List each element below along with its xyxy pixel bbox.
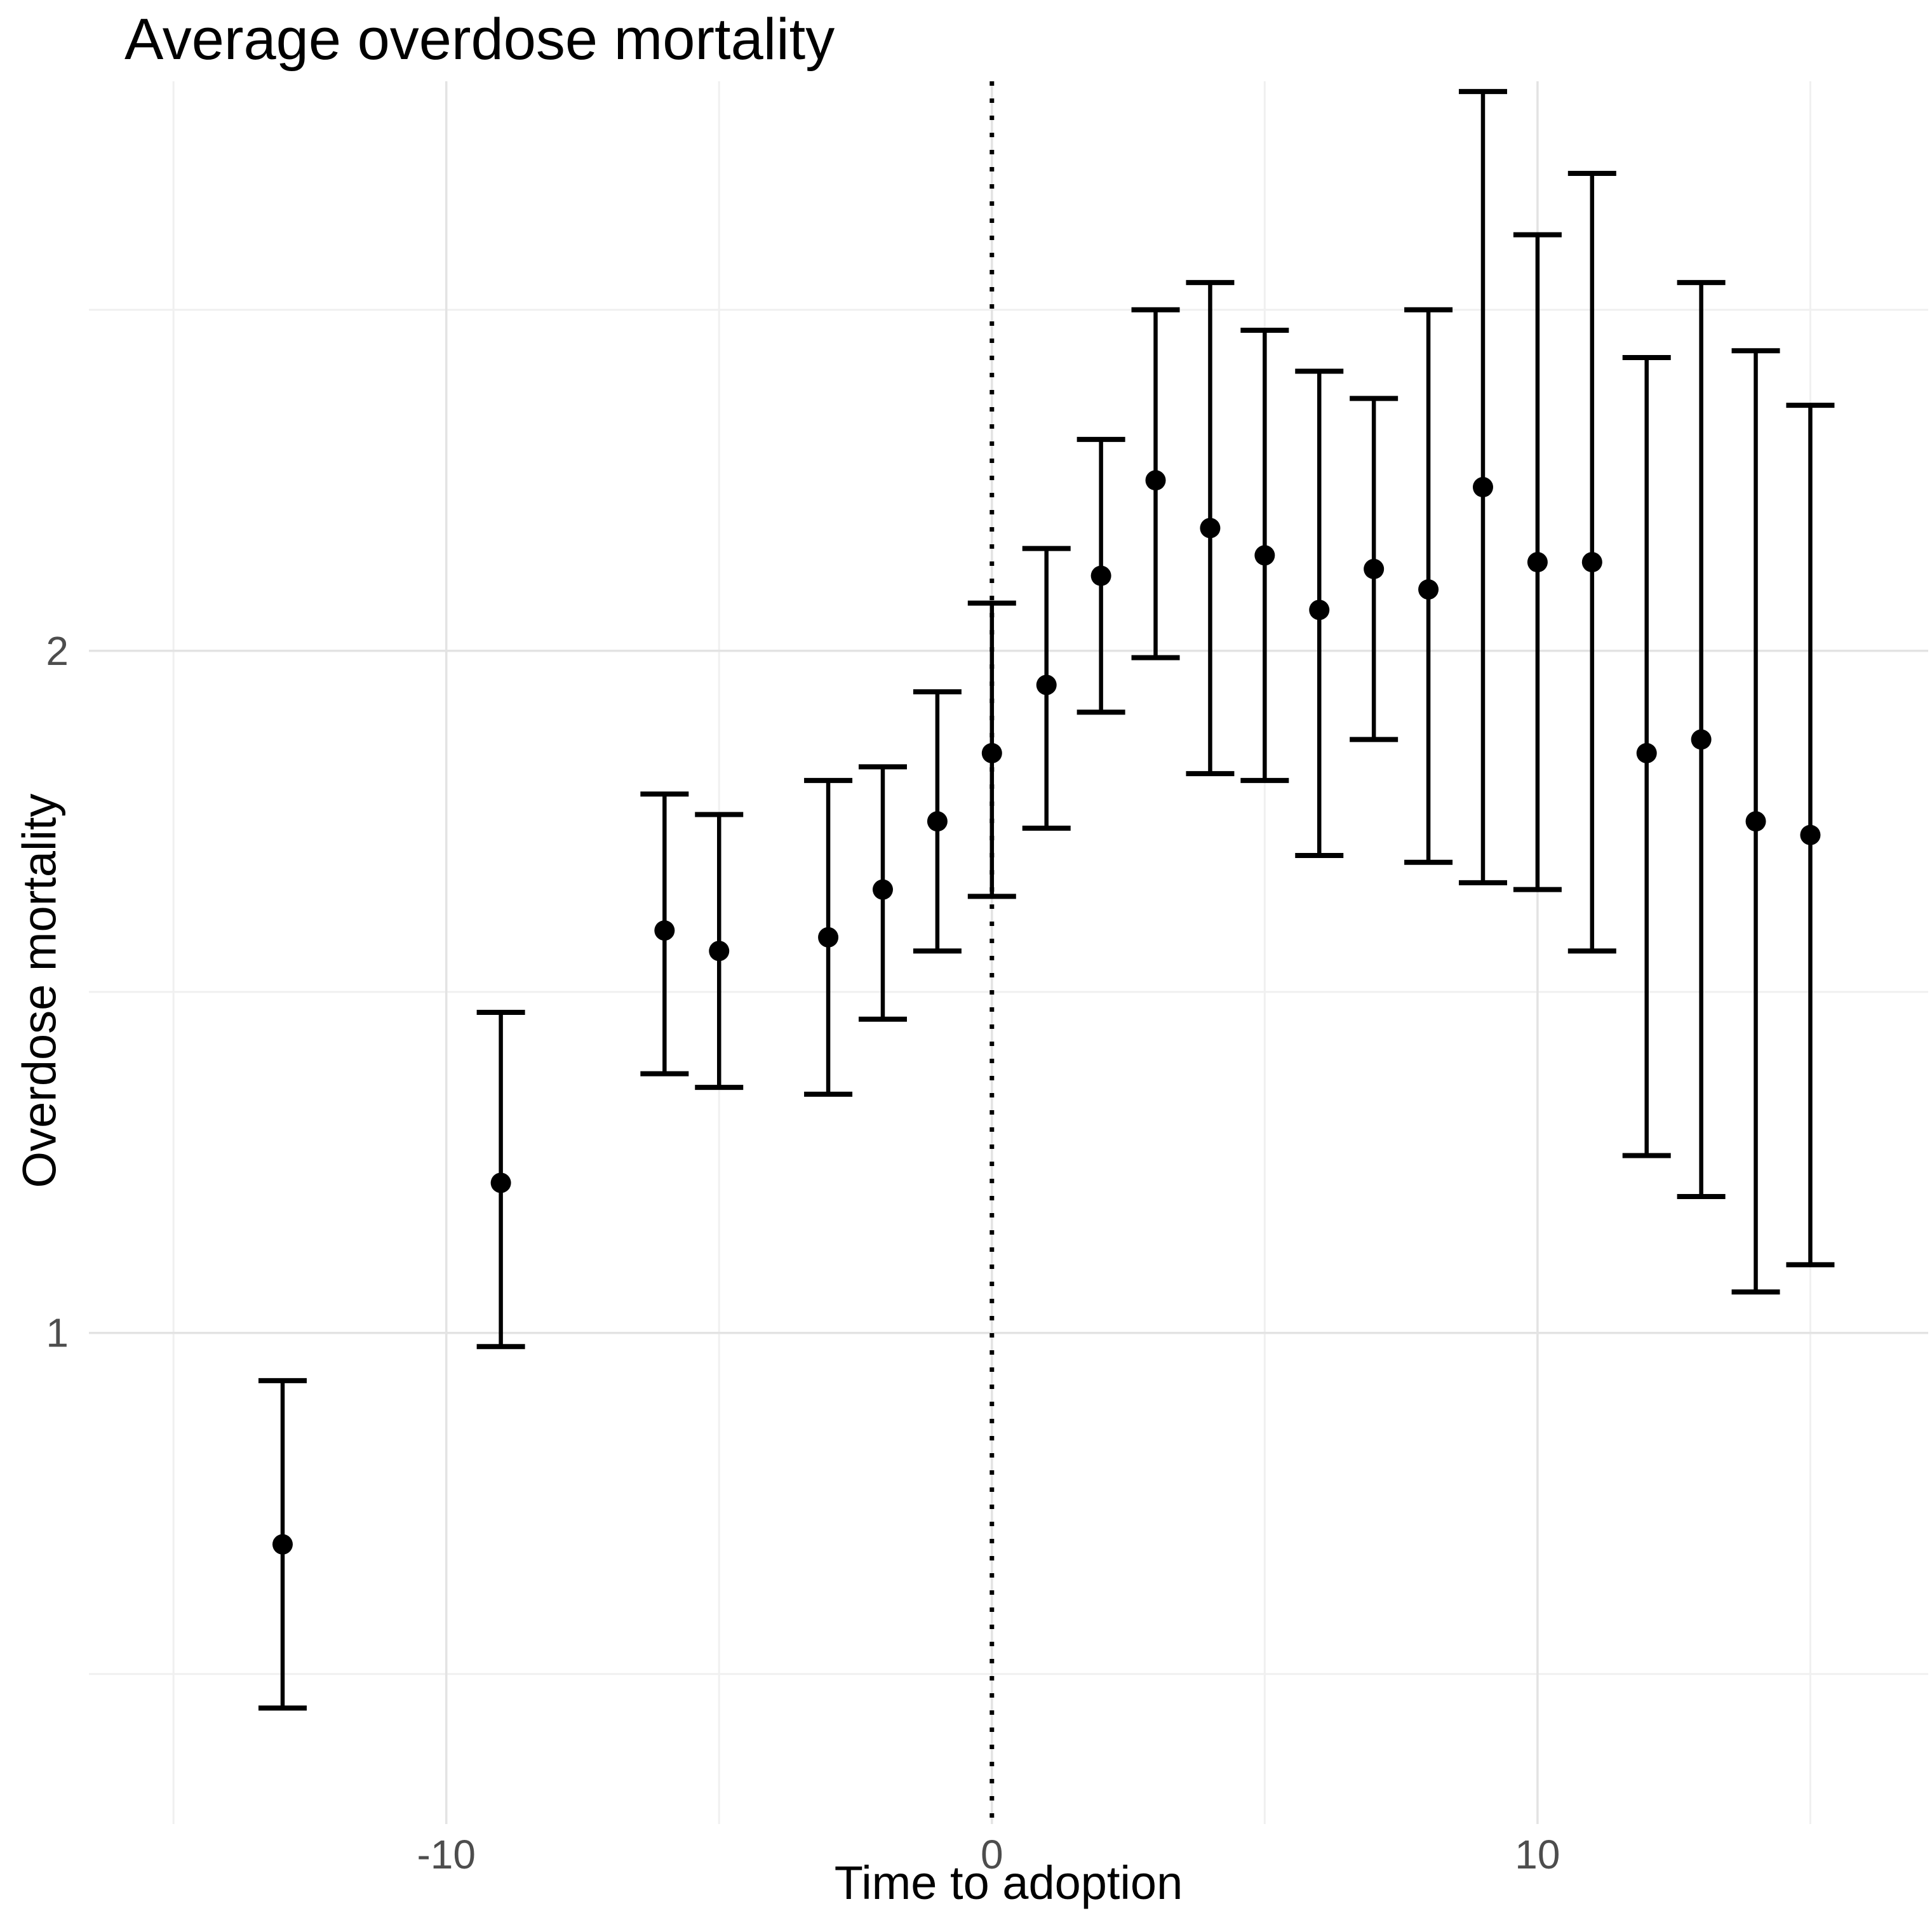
point-dot bbox=[1309, 600, 1330, 621]
gridlines-minor bbox=[89, 81, 1928, 1824]
error-bar bbox=[858, 764, 907, 1022]
error-bar bbox=[1513, 232, 1562, 892]
point-dot bbox=[1036, 674, 1057, 695]
point-dot bbox=[1581, 552, 1602, 573]
error-bars bbox=[258, 89, 1835, 1711]
y-axis-tick-label: 2 bbox=[46, 628, 69, 674]
error-bar bbox=[1622, 354, 1671, 1158]
x-axis-tick-label: 10 bbox=[1515, 1832, 1560, 1877]
error-bar bbox=[913, 689, 962, 954]
point-dot bbox=[1472, 477, 1493, 498]
chart-title: Average overdose mortality bbox=[124, 7, 835, 72]
point-dot bbox=[872, 879, 893, 900]
point-dot bbox=[818, 927, 839, 948]
point-dot bbox=[1691, 729, 1712, 750]
error-bar bbox=[1786, 403, 1835, 1268]
point-dot bbox=[927, 811, 948, 832]
point-dot bbox=[1800, 824, 1821, 845]
point-dot bbox=[1418, 579, 1439, 600]
error-bar bbox=[1131, 307, 1180, 661]
error-bar bbox=[476, 1009, 525, 1350]
point-dot bbox=[654, 920, 675, 941]
point-dot bbox=[981, 742, 1002, 763]
error-bar bbox=[695, 812, 744, 1090]
error-bar bbox=[1077, 436, 1125, 715]
error-bar bbox=[1731, 348, 1780, 1295]
x-axis-tick-label: -10 bbox=[417, 1832, 476, 1877]
error-bar bbox=[967, 600, 1016, 899]
point-dot bbox=[1090, 565, 1111, 586]
error-bar bbox=[804, 777, 853, 1097]
axis-tick-labels: -10 0 10 1 2 bbox=[46, 628, 1560, 1877]
point-dot bbox=[709, 941, 730, 962]
point-dot bbox=[1254, 545, 1275, 566]
gridlines-major bbox=[89, 81, 1928, 1824]
point-dot bbox=[272, 1534, 293, 1555]
point-dot bbox=[1636, 742, 1657, 763]
error-bar bbox=[1186, 279, 1235, 777]
point-dot bbox=[1200, 518, 1221, 539]
point-dot bbox=[490, 1172, 511, 1193]
error-bar bbox=[1567, 170, 1616, 954]
error-bar bbox=[1350, 396, 1399, 742]
error-bar bbox=[1022, 546, 1071, 831]
point-dot bbox=[1527, 552, 1548, 573]
error-bar bbox=[1404, 307, 1453, 865]
y-axis-title: Overdose mortality bbox=[13, 793, 66, 1188]
point-dot bbox=[1145, 470, 1166, 491]
y-axis-tick-label: 1 bbox=[46, 1310, 69, 1356]
error-bar bbox=[1677, 279, 1726, 1199]
point-dot bbox=[1364, 558, 1385, 579]
error-bar bbox=[640, 791, 689, 1077]
error-bar bbox=[1295, 368, 1344, 858]
x-axis-tick-label: 0 bbox=[981, 1832, 1003, 1877]
error-bar bbox=[1458, 89, 1507, 885]
x-axis-title: Time to adoption bbox=[834, 1856, 1183, 1909]
error-bar bbox=[1240, 328, 1289, 783]
error-bar bbox=[258, 1378, 307, 1711]
point-dot bbox=[1745, 811, 1766, 832]
